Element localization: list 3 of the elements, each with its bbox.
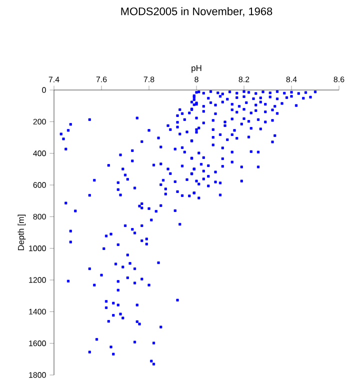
x-axis-title: pH <box>192 65 202 73</box>
chart-title: MODS2005 in November, 1968 <box>121 7 272 17</box>
y-axis-title: Depth [m] <box>18 214 26 250</box>
